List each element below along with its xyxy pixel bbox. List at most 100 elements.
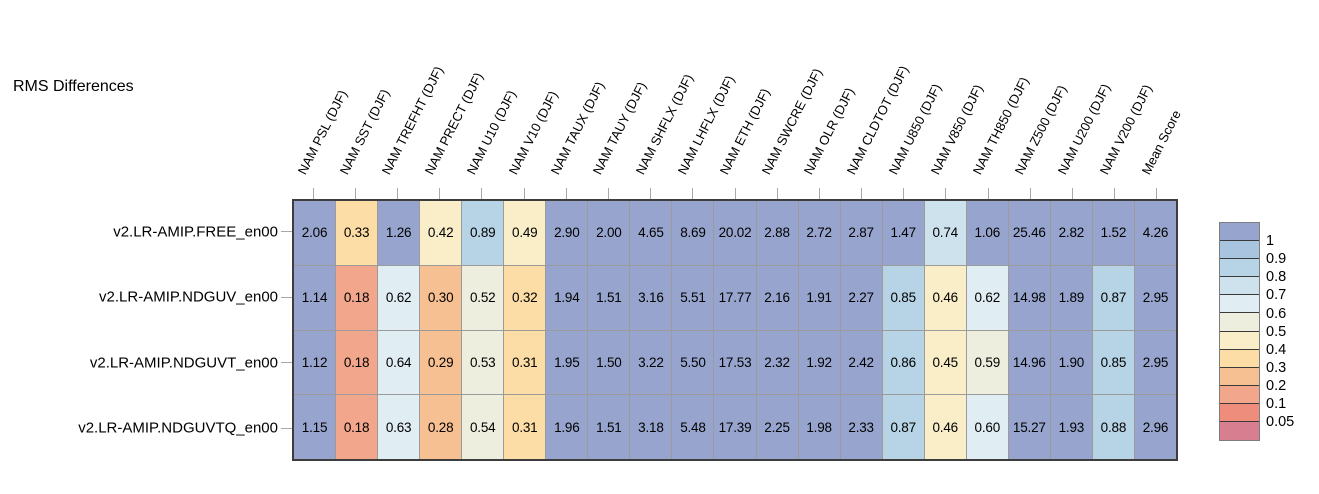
- legend-swatch: [1220, 331, 1259, 350]
- heatmap-cell: 0.62: [378, 265, 420, 330]
- heatmap-cell: 0.87: [882, 395, 924, 459]
- column-tick: [565, 188, 567, 199]
- heatmap-cell: 1.93: [1050, 395, 1092, 459]
- heatmap-cell: 0.85: [1092, 330, 1134, 395]
- heatmap-cell: 1.51: [588, 395, 630, 459]
- legend-swatch: [1220, 367, 1259, 386]
- legend-swatch: [1220, 385, 1259, 404]
- heatmap-cell: 1.50: [588, 330, 630, 395]
- row-tick: [281, 231, 292, 233]
- chart-title: RMS Differences: [13, 78, 134, 95]
- heatmap-cell: 1.47: [882, 201, 924, 265]
- heatmap-cell: 0.60: [966, 395, 1008, 459]
- heatmap-cell: 0.18: [336, 395, 378, 459]
- column-tick: [607, 188, 609, 199]
- heatmap-cell: 4.26: [1134, 201, 1176, 265]
- heatmap-cell: 20.02: [714, 201, 756, 265]
- heatmap-cell: 0.42: [420, 201, 462, 265]
- heatmap-cell: 0.74: [924, 201, 966, 265]
- legend-swatch: [1220, 313, 1259, 332]
- legend-swatch: [1220, 277, 1259, 296]
- heatmap-cell: 0.30: [420, 265, 462, 330]
- row-tick: [281, 427, 292, 429]
- heatmap-cell: 0.18: [336, 265, 378, 330]
- column-tick: [439, 188, 441, 199]
- column-tick: [650, 188, 652, 199]
- heatmap-cell: 2.88: [756, 201, 798, 265]
- heatmap-cell: 5.48: [672, 395, 714, 459]
- heatmap-grid: 2.06 0.33 1.26 0.42 0.89 0.49 2.90 2.00 4.65 8.69…: [292, 199, 1178, 461]
- heatmap-cell: 2.32: [756, 330, 798, 395]
- legend-swatch: [1220, 422, 1259, 441]
- heatmap-cell: 5.50: [672, 330, 714, 395]
- heatmap-cell: 8.69: [672, 201, 714, 265]
- column-tick: [312, 188, 314, 199]
- column-tick: [776, 188, 778, 199]
- column-tick: [1072, 188, 1074, 199]
- legend-tick-label: 1: [1266, 233, 1275, 250]
- legend-tick-label: 0.7: [1266, 287, 1287, 304]
- column-tick: [523, 188, 525, 199]
- heatmap-cell: 5.51: [672, 265, 714, 330]
- column-tick: [945, 188, 947, 199]
- legend-swatch: [1220, 403, 1259, 423]
- column-label-text: Mean Score: [1138, 107, 1184, 177]
- heatmap-cell: 14.98: [1008, 265, 1050, 330]
- heatmap-cell: 2.95: [1134, 330, 1176, 395]
- heatmap-cell: 2.06: [294, 201, 336, 265]
- heatmap-cell: 1.15: [294, 395, 336, 459]
- row-tick: [281, 296, 292, 298]
- heatmap-cell: 0.29: [420, 330, 462, 395]
- heatmap-cell: 1.95: [546, 330, 588, 395]
- heatmap-cell: 2.90: [546, 201, 588, 265]
- legend-swatch: [1220, 349, 1259, 368]
- heatmap-cell: 0.46: [924, 265, 966, 330]
- heatmap-cell: 0.53: [462, 330, 504, 395]
- heatmap-cell: 2.27: [840, 265, 882, 330]
- heatmap-cell: 1.94: [546, 265, 588, 330]
- heatmap-cell: 0.49: [504, 201, 546, 265]
- heatmap-cell: 1.51: [588, 265, 630, 330]
- legend-tick-label: 0.3: [1266, 359, 1287, 376]
- legend-tick-label: 0.8: [1266, 269, 1287, 286]
- legend-tick-label: 0.1: [1266, 396, 1287, 412]
- heatmap-cell: 0.89: [462, 201, 504, 265]
- row-label: v2.LR-AMIP.NDGUV_en00: [99, 288, 278, 306]
- row-label: v2.LR-AMIP.NDGUVT_en00: [89, 354, 278, 372]
- column-tick: [903, 188, 905, 199]
- heatmap-cell: 3.18: [630, 395, 672, 459]
- heatmap-cell: 0.28: [420, 395, 462, 459]
- color-legend: [1219, 222, 1260, 442]
- heatmap-cell: 1.06: [966, 201, 1008, 265]
- row-tick: [281, 362, 292, 364]
- heatmap-cell: 1.14: [294, 265, 336, 330]
- heatmap-cell: 0.88: [1092, 395, 1134, 459]
- heatmap-cell: 0.62: [966, 265, 1008, 330]
- column-tick: [734, 188, 736, 199]
- heatmap-cell: 0.64: [378, 330, 420, 395]
- legend-tick-label: 0.5: [1266, 323, 1287, 340]
- heatmap-cell: 3.22: [630, 330, 672, 395]
- heatmap-cell: 2.82: [1050, 201, 1092, 265]
- legend-tick-label: 0.2: [1266, 377, 1287, 394]
- heatmap-cell: 1.91: [798, 265, 840, 330]
- heatmap-cell: 0.87: [1092, 265, 1134, 330]
- heatmap-cell: 1.52: [1092, 201, 1134, 265]
- heatmap-cell: 3.16: [630, 265, 672, 330]
- heatmap-cell: 2.42: [840, 330, 882, 395]
- heatmap-cell: 17.39: [714, 395, 756, 459]
- legend-tick-label: 0.05: [1266, 414, 1295, 431]
- heatmap-cell: 0.54: [462, 395, 504, 459]
- heatmap-cell: 0.63: [378, 395, 420, 459]
- heatmap-cell: 1.89: [1050, 265, 1092, 330]
- column-tick: [481, 188, 483, 199]
- row-label: v2.LR-AMIP.NDGUVTQ_en00: [78, 419, 278, 437]
- legend-tick-label: 0.9: [1266, 251, 1287, 268]
- heatmap-cell: 1.90: [1050, 330, 1092, 395]
- heatmap-cell: 1.12: [294, 330, 336, 395]
- heatmap-cell: 0.59: [966, 330, 1008, 395]
- heatmap-cell: 17.53: [714, 330, 756, 395]
- heatmap-cell: 15.27: [1008, 395, 1050, 459]
- column-tick: [354, 188, 356, 199]
